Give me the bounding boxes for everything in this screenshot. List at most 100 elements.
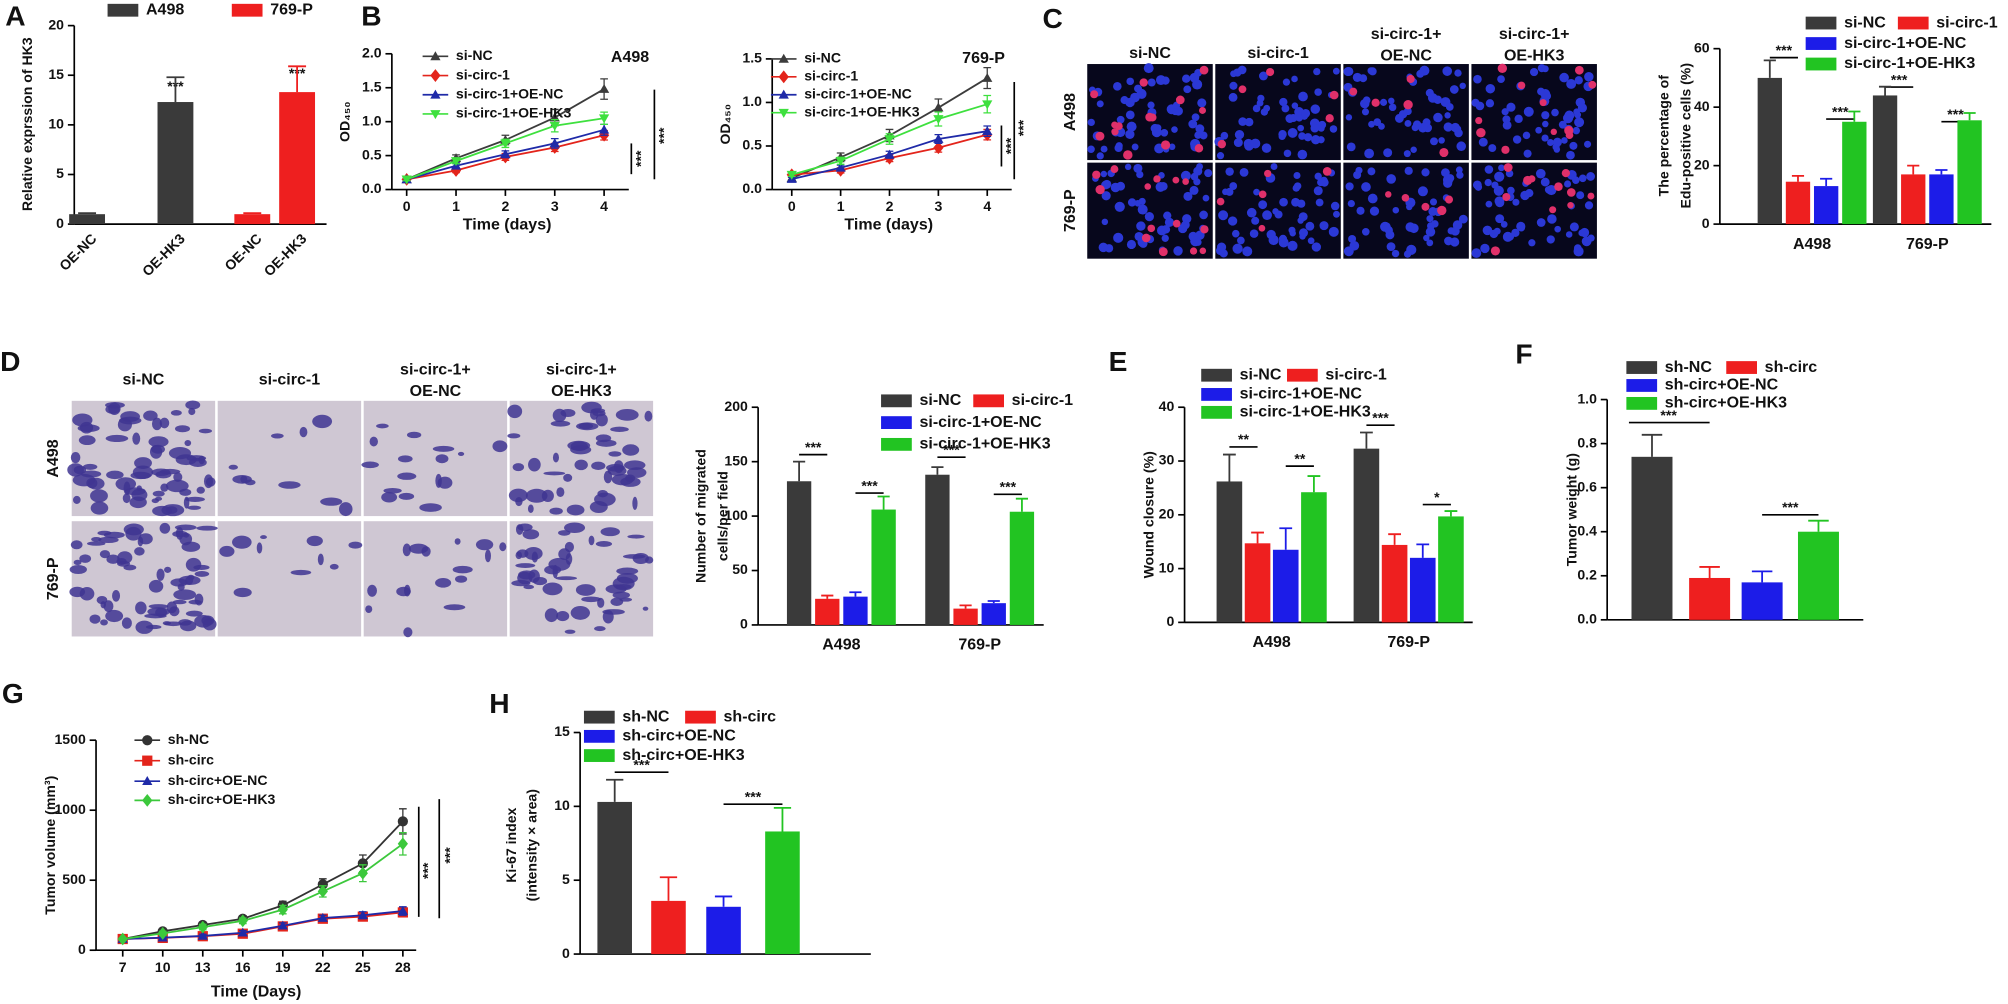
nucleus [1163,211,1172,220]
nucleus [1507,186,1515,195]
x-tick-label: 0 [788,198,796,214]
x-tick-label: 2 [886,198,894,214]
migrated-cell [148,604,169,609]
migrated-cell [595,540,613,547]
edu-cell [1497,63,1508,74]
data-point [982,100,993,110]
nucleus [1188,119,1198,129]
nucleus [1239,167,1249,177]
migrated-cell [129,496,147,509]
error-bar [1751,570,1773,583]
edu-cell [1554,182,1563,191]
edu-cell [1258,190,1267,199]
edu-cell [1139,78,1148,87]
migrated-cell [177,583,185,591]
y-tick-label: 40 [1159,398,1175,414]
legend-label: si-circ-1+OE-NC [919,414,1042,431]
migrated-cell [106,470,124,480]
migrated-cell [194,571,210,577]
nucleus [1455,166,1463,174]
nucleus [1558,120,1567,129]
data-point [397,837,408,851]
legend-label: sh-circ+OE-HK3 [1665,395,1787,412]
nucleus [1087,145,1095,153]
migrated-cell [523,584,535,590]
migrated-cell [397,455,413,463]
legend-swatch [1726,361,1757,374]
significance-label: ** [1294,450,1305,466]
data-point [598,114,610,124]
nucleus [1183,191,1193,201]
nucleus [1575,97,1586,108]
nucleus [1161,225,1171,234]
nucleus [1574,76,1583,85]
nucleus [1454,128,1463,138]
edu-cell [1322,167,1332,176]
x-tick-label: 7 [119,959,127,975]
panel-label: E [1109,345,1128,377]
migrated-cell [589,500,608,514]
data-point [401,175,412,185]
nucleus [1578,174,1587,183]
nucleus [1171,126,1178,133]
nucleus [1114,201,1125,212]
nucleus [1412,120,1422,129]
migrated-cell [105,434,129,442]
edu-cell [1403,100,1413,110]
data-point [277,903,288,917]
significance-label: *** [655,127,671,144]
legend-label: sh-NC [168,731,209,747]
row-label: A498 [1062,93,1079,131]
migrated-cell [122,493,131,504]
legend-swatch [1201,405,1232,419]
migrated-cell [595,434,612,443]
nucleus [1565,231,1573,238]
legend-swatch [1287,368,1318,382]
migrated-cell [600,527,620,537]
legend-marker [778,89,789,99]
migrated-cell [168,447,192,460]
migrated-cell [556,487,565,498]
nucleus [1442,66,1453,76]
y-tick-label: 0.5 [742,137,762,153]
migrated-cell [556,611,570,622]
nucleus [1098,242,1109,253]
error-bar [288,65,307,93]
nucleus [1495,214,1505,224]
column-label: OE-NC [1380,48,1432,65]
migrated-cell [566,504,585,516]
migrated-cell [381,492,398,503]
migrated-cell [164,566,172,573]
nucleus [1143,63,1154,74]
edu-cell [1561,168,1571,178]
migrated-cell [367,584,377,597]
nucleus [1192,79,1203,90]
nucleus [1564,180,1572,188]
nucleus [1498,164,1505,172]
migrated-cell [581,596,601,603]
error-bar [821,594,834,599]
y-tick-label: 1.0 [742,93,762,109]
legend-label: 769-P [270,1,313,18]
nucleus [1188,231,1198,241]
nucleus [1287,128,1298,138]
migrated-cell [134,547,145,556]
nucleus [1127,198,1137,207]
nucleus [1126,239,1137,250]
panel-label: H [489,687,509,719]
legend-marker [430,110,441,120]
error-bar [773,806,792,832]
nucleus [1391,249,1400,258]
nucleus [1147,101,1155,109]
legend-swatch [1201,388,1232,401]
edu-cell [1588,80,1597,89]
bar [1929,174,1954,225]
migrated-cell [475,539,494,551]
nucleus [1131,143,1139,151]
error-bar [1907,164,1920,175]
migrated-cell [165,479,189,493]
y-tick-label: 1000 [54,801,85,817]
nucleus [1137,204,1148,215]
nucleus [1227,216,1238,226]
x-tick-label: 22 [315,959,331,975]
